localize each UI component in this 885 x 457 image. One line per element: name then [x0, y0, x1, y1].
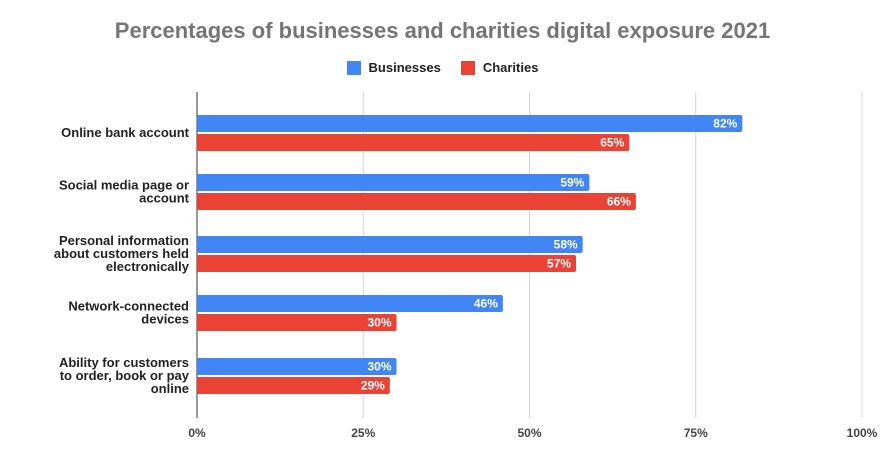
- category-label-4-line-0: Ability for customers: [59, 355, 189, 370]
- bar-businesses-3: [197, 295, 503, 312]
- category-label-2-line-1: about customers held: [54, 246, 189, 261]
- bar-charities-4: [197, 377, 390, 394]
- category-label-0-line-0: Online bank account: [61, 125, 190, 140]
- bar-charities-1: [197, 193, 636, 210]
- bar-charities-2: [197, 255, 577, 272]
- category-label-4-line-2: online: [151, 381, 189, 396]
- bar-label-charities-4: 29%: [361, 379, 385, 393]
- legend-swatch-businesses: [346, 60, 361, 75]
- x-tick-label-75: 75%: [684, 426, 708, 440]
- legend-swatch-charities: [460, 60, 475, 75]
- legend-label-charities: Charities: [482, 60, 539, 75]
- legend-item-charities[interactable]: Charities: [460, 60, 539, 75]
- x-tick-label-0: 0%: [188, 426, 206, 440]
- legend-item-businesses[interactable]: Businesses: [346, 60, 441, 75]
- bar-label-businesses-0: 82%: [713, 117, 737, 131]
- bar-label-charities-0: 65%: [600, 136, 624, 150]
- x-tick-label-50: 50%: [517, 426, 541, 440]
- category-label-4-line-1: to order, book or pay: [60, 368, 190, 383]
- bar-label-charities-2: 57%: [547, 257, 571, 271]
- bar-label-charities-3: 30%: [367, 316, 391, 330]
- category-label-1-line-0: Social media page or: [59, 178, 189, 193]
- bar-label-businesses-3: 46%: [474, 297, 498, 311]
- bar-charities-0: [197, 134, 630, 151]
- bar-label-charities-1: 66%: [607, 195, 631, 209]
- category-label-1-line-1: account: [139, 191, 190, 206]
- bar-businesses-0: [197, 115, 743, 132]
- x-tick-label-25: 25%: [351, 426, 375, 440]
- chart-title: Percentages of businesses and charities …: [114, 18, 771, 43]
- category-label-3-line-0: Network-connected: [68, 299, 189, 314]
- bar-businesses-1: [197, 174, 590, 191]
- legend: Businesses Charities: [0, 60, 885, 75]
- category-label-2-line-2: electronically: [106, 259, 190, 274]
- bar-businesses-4: [197, 358, 397, 375]
- legend-label-businesses: Businesses: [368, 60, 441, 75]
- bar-label-businesses-4: 30%: [367, 360, 391, 374]
- bar-label-businesses-1: 59%: [560, 176, 584, 190]
- category-label-3-line-1: devices: [141, 312, 189, 327]
- bar-charities-3: [197, 314, 397, 331]
- x-tick-label-100: 100%: [847, 426, 878, 440]
- category-label-2-line-0: Personal information: [59, 233, 189, 248]
- bar-businesses-2: [197, 236, 583, 253]
- bar-label-businesses-2: 58%: [554, 238, 578, 252]
